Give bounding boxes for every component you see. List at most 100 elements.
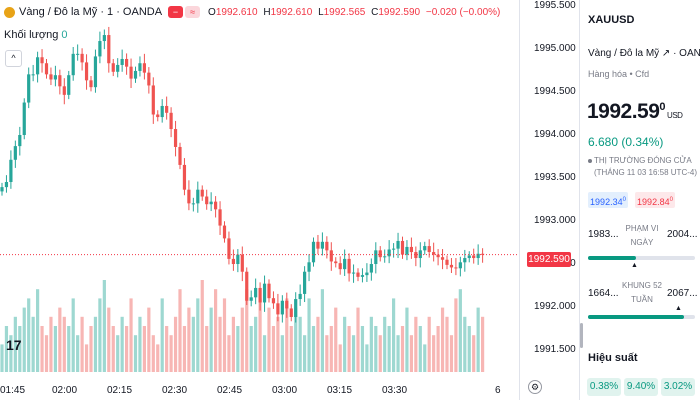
candle-body <box>18 135 22 147</box>
volume-bar <box>325 335 329 372</box>
candle-body <box>98 41 102 57</box>
volume-bar <box>160 298 164 372</box>
day-range-fill <box>588 256 637 260</box>
candle-body <box>93 56 98 88</box>
status-time: (THÁNG 11 03 16:58 UTC-4) <box>594 168 697 177</box>
volume-bar <box>276 316 280 372</box>
volume-bar <box>13 316 17 372</box>
candle-body <box>334 261 338 264</box>
candle-body <box>209 201 213 205</box>
candle-body <box>458 262 462 269</box>
volume-bar <box>178 289 182 372</box>
candle-body <box>449 264 454 268</box>
time-tick: 6 <box>495 385 501 396</box>
volume-bar <box>254 316 258 372</box>
volume-bar <box>200 280 204 372</box>
volume-bar <box>120 316 124 372</box>
year-range-caption: KHUNG 52 TUẦN <box>621 281 662 304</box>
candle-body <box>84 62 89 81</box>
candle-body <box>13 146 17 160</box>
volume-bar <box>369 316 373 372</box>
panel-symbol[interactable]: XAUUSD <box>588 14 635 26</box>
candle-body <box>307 262 311 272</box>
candle-body <box>369 264 373 273</box>
time-tick: 02:00 <box>52 385 78 396</box>
performance-badge[interactable]: 0.38% <box>587 378 621 396</box>
volume-bar <box>338 344 342 372</box>
bid-badge[interactable]: 1992.340 <box>588 192 628 208</box>
panel-full-name[interactable]: Vàng / Đô la Mỹ ↗ · OANDA <box>588 48 700 59</box>
volume-bar <box>182 326 187 372</box>
volume-bar <box>191 316 195 372</box>
performance-badge[interactable]: 9.40% <box>624 378 658 396</box>
candle-body <box>107 35 111 64</box>
candlestick-chart[interactable] <box>0 0 520 400</box>
low-key: L <box>318 6 324 18</box>
time-tick: 03:30 <box>382 385 408 396</box>
current-price-label: 1992.590 <box>527 252 571 267</box>
candle-body <box>294 299 298 317</box>
candle-body <box>258 287 262 303</box>
candle-body <box>116 64 120 72</box>
candle-body <box>360 275 365 277</box>
volume-bar <box>76 335 80 372</box>
volume-bar <box>329 326 333 372</box>
candle-body <box>311 241 316 263</box>
volume-bar <box>147 307 151 372</box>
volume-label-text: Khối lượng <box>4 29 59 41</box>
volume-bar <box>4 326 9 372</box>
high-value: 1992.610 <box>270 6 313 18</box>
candle-body <box>409 246 413 253</box>
volume-bar <box>307 298 311 372</box>
day-range-caption: PHẠM VI NGÀY <box>625 224 659 247</box>
price-tick: 1992.000 <box>534 301 576 312</box>
close-value: 1992.590 <box>378 6 421 18</box>
chart-area[interactable]: Vàng / Đô la Mỹ · 1 · OANDA − ≈ O 1992.61… <box>0 0 579 400</box>
symbol-title[interactable]: Vàng / Đô la Mỹ · 1 · OANDA <box>19 6 163 18</box>
candle-body <box>133 70 138 79</box>
tradingview-logo[interactable]: 17 <box>6 337 22 353</box>
day-range-low: 1983... <box>588 229 619 240</box>
bid-value: 1992.34 <box>590 197 623 207</box>
price-tick: 1994.000 <box>534 129 576 140</box>
high-key: H <box>263 6 271 18</box>
gear-icon[interactable]: ⚙ <box>528 380 542 394</box>
candle-body <box>0 187 4 192</box>
sell-button[interactable]: − <box>168 6 184 18</box>
price-axis[interactable]: 1995.500 1995.000 1994.500 1994.000 1993… <box>519 0 579 400</box>
volume-bar <box>142 326 146 372</box>
volume-bar <box>311 326 316 372</box>
compare-button[interactable]: ≈ <box>185 6 201 18</box>
year-range-high: 2067... <box>667 288 698 299</box>
volume-bar <box>222 298 227 372</box>
volume-bar <box>298 316 302 372</box>
volume-bar <box>236 326 240 372</box>
collapse-legend-button[interactable]: ^ <box>5 50 22 67</box>
volume-bar <box>378 335 382 372</box>
open-key: O <box>208 6 216 18</box>
candle-body <box>472 255 476 259</box>
panel-scrollbar[interactable] <box>580 323 583 348</box>
candle-body <box>36 57 40 75</box>
performance-badge[interactable]: 3.02% <box>661 378 695 396</box>
volume-bar <box>320 289 324 372</box>
volume-bar <box>409 335 413 372</box>
candle-body <box>182 164 187 190</box>
performance-title: Hiệu suất <box>588 352 638 364</box>
candle-body <box>356 272 360 277</box>
candle-body <box>400 240 405 255</box>
volume-bar <box>240 307 244 372</box>
ask-badge[interactable]: 1992.840 <box>635 192 675 208</box>
candle-body <box>151 85 155 115</box>
volume-bar <box>303 335 307 372</box>
volume-bar <box>138 316 142 372</box>
candle-body <box>254 287 258 298</box>
candle-body <box>80 53 84 63</box>
candle-body <box>178 146 182 165</box>
time-tick: 02:15 <box>107 385 133 396</box>
candle-body <box>440 257 445 260</box>
ask-value: 1992.84 <box>637 197 670 207</box>
candle-body <box>240 254 244 272</box>
gold-logo-icon <box>4 6 15 18</box>
time-tick: 03:00 <box>272 385 298 396</box>
